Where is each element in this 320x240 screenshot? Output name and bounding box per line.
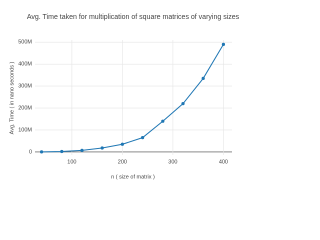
data-point [140,136,145,140]
data-line [41,44,224,153]
data-point [221,42,226,46]
y-axis-label: Avg. Time ( in nano seconds ) [9,62,15,135]
chart-title: Avg. Time taken for multiplication of sq… [27,14,240,21]
data-point [100,146,104,150]
x-tick-label: 400 [219,159,228,165]
y-tick-label: 200M [18,105,32,111]
data-point [39,150,44,154]
data-point [60,149,64,154]
data-point [161,119,165,123]
y-tick-label: 500M [18,40,32,46]
y-tick-label: 300M [18,84,32,90]
x-tick-label: 300 [168,159,177,165]
x-axis-label: n ( size of matrix ) [111,174,155,180]
y-tick-label: 400M [18,62,32,68]
data-point [120,142,124,146]
y-tick-label: 100M [18,127,32,133]
y-tick-label: 0 [29,149,32,155]
x-tick-label: 100 [67,159,76,165]
data-point [80,148,84,152]
x-tick-label: 200 [118,159,127,165]
data-point [201,76,205,81]
chart: Avg. Time taken for multiplication of sq… [9,14,240,181]
data-point [181,102,185,106]
